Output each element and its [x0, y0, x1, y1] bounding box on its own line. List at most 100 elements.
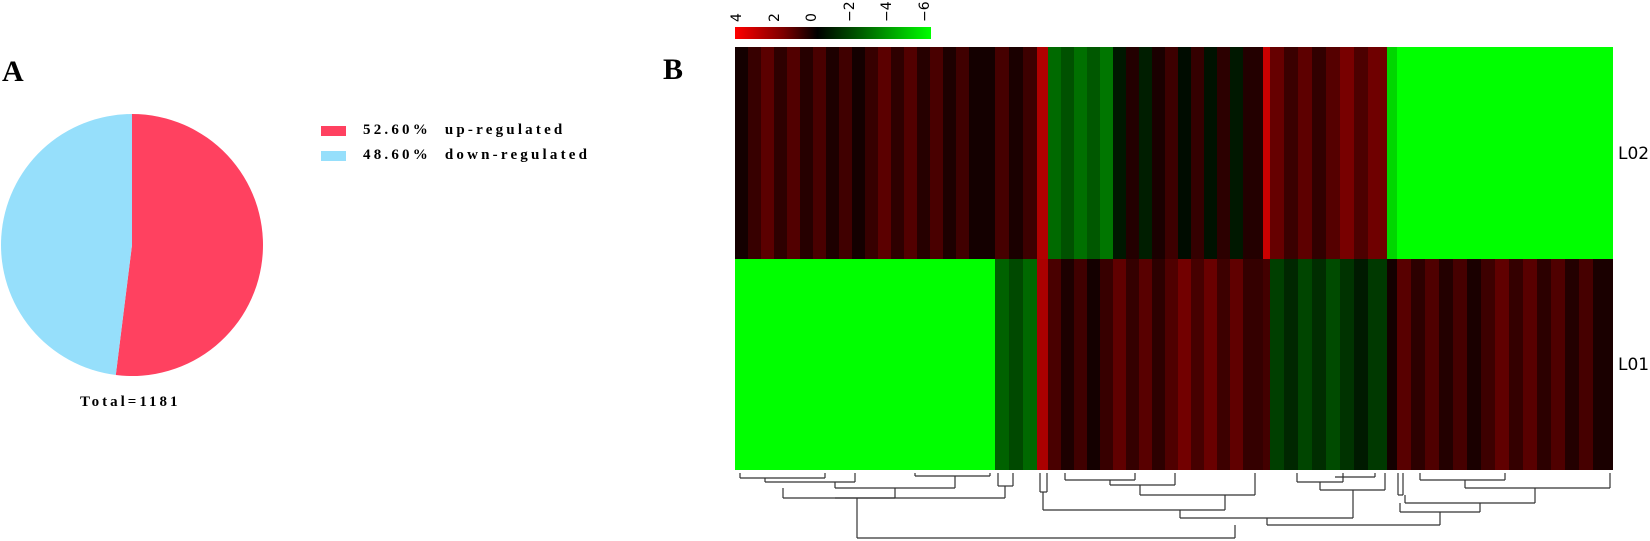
- heatmap-cell: [1425, 259, 1439, 470]
- heatmap-cell: [839, 47, 852, 259]
- heatmap-cell: [1326, 47, 1340, 259]
- heatmap-cell: [1074, 47, 1087, 259]
- heatmap-cell: [1411, 47, 1425, 259]
- heatmap-cell: [1425, 47, 1439, 259]
- heatmap-cell: [1009, 259, 1023, 470]
- colorbar-tick: −2: [841, 1, 858, 22]
- heatmap-cell: [865, 259, 878, 470]
- heatmap-cell: [1009, 47, 1023, 259]
- colorbar-tick: 4: [729, 13, 745, 22]
- heatmap-cell: [1037, 259, 1048, 470]
- heatmap-cell: [1037, 47, 1048, 259]
- heatmap-cell: [839, 259, 852, 470]
- heatmap-cell: [1397, 47, 1411, 259]
- heatmap-cell: [1113, 259, 1126, 470]
- heatmap-cell: [1298, 47, 1312, 259]
- heatmap-cell: [1397, 259, 1411, 470]
- heatmap-cell: [1298, 259, 1312, 470]
- heatmap-cell: [852, 47, 865, 259]
- heatmap-cell: [1074, 259, 1087, 470]
- heatmap-cell: [1537, 259, 1551, 470]
- heatmap-cell: [956, 47, 969, 259]
- heatmap-cell: [1230, 259, 1243, 470]
- heatmap-cell: [878, 47, 891, 259]
- heatmap-cell: [917, 47, 930, 259]
- heatmap-cell: [904, 259, 917, 470]
- colorbar-tick: −4: [879, 1, 896, 22]
- heatmap-cell: [1284, 259, 1298, 470]
- heatmap-cell: [1061, 47, 1074, 259]
- heatmap-cell: [1023, 47, 1037, 259]
- heatmap-cell: [1204, 259, 1217, 470]
- colorbar-tick: −6: [917, 1, 933, 22]
- heatmap-cell: [1217, 47, 1230, 259]
- pie-chart: [1, 114, 264, 376]
- legend-label-up: 52.60% up-regulated: [363, 122, 566, 138]
- heatmap-cell: [1284, 47, 1298, 259]
- heatmap-cell: [1139, 47, 1152, 259]
- heatmap-cell: [1126, 47, 1139, 259]
- heatmap-cell: [1191, 259, 1204, 470]
- heatmap-cell: [1061, 259, 1074, 470]
- heatmap-cell: [1126, 259, 1139, 470]
- heatmap-cell: [1270, 47, 1284, 259]
- heatmap-cell: [995, 259, 1009, 470]
- panel-b-label: B: [663, 53, 684, 86]
- heatmap-cell: [813, 47, 826, 259]
- legend-item-up: 52.60% up-regulated: [321, 118, 590, 143]
- heatmap-cell: [1152, 47, 1165, 259]
- heatmap-cell: [1551, 47, 1565, 259]
- heatmap-cell: [1411, 259, 1425, 470]
- heatmap-cell: [813, 259, 826, 470]
- heatmap-cell: [1230, 47, 1243, 259]
- heatmap-cell: [1204, 47, 1217, 259]
- heatmap-cell: [787, 47, 800, 259]
- panel-a-label: A: [2, 55, 24, 88]
- row-label-l01: L01: [1618, 355, 1650, 375]
- heatmap-cell: [1340, 47, 1354, 259]
- pie-legend: 52.60% up-regulated 48.60% down-regulate…: [321, 118, 590, 168]
- pie-total-label: Total=1181: [80, 394, 181, 410]
- heatmap-cell: [1523, 259, 1537, 470]
- legend-swatch-up: [321, 125, 346, 136]
- colorbar-tick: 0: [804, 13, 821, 22]
- heatmap-cell: [1368, 259, 1387, 470]
- heatmap-cell: [891, 47, 904, 259]
- heatmap-cell: [1354, 47, 1368, 259]
- heatmap-cell: [774, 47, 787, 259]
- heatmap-cell: [1326, 259, 1340, 470]
- heatmap-cell: [1481, 47, 1495, 259]
- legend-swatch-down: [321, 150, 346, 161]
- heatmap-cell: [1537, 47, 1551, 259]
- heatmap-cell: [774, 259, 787, 470]
- heatmap-cell: [1263, 259, 1270, 470]
- heatmap-cell: [1191, 47, 1204, 259]
- heatmap-cell: [1312, 47, 1326, 259]
- heatmap-cell: [1453, 47, 1467, 259]
- heatmap-cell: [748, 259, 761, 470]
- heatmap-cell: [1312, 259, 1326, 470]
- pie-slice-up-regulated: [115, 114, 264, 376]
- heatmap-cell: [1217, 259, 1230, 470]
- heatmap-cell: [969, 259, 995, 470]
- heatmap-cell: [1579, 259, 1593, 470]
- heatmap-cell: [1152, 259, 1165, 470]
- heatmap-cell: [1368, 47, 1387, 259]
- heatmap-row-l01: [735, 259, 1613, 470]
- heatmap-cell: [1023, 259, 1037, 470]
- heatmap-cell: [956, 259, 969, 470]
- heatmap-cell: [1495, 47, 1509, 259]
- heatmap-cell: [1139, 259, 1152, 470]
- heatmap-cell: [878, 259, 891, 470]
- heatmap-cell: [1509, 47, 1523, 259]
- heatmap-colorbar: [735, 27, 931, 39]
- heatmap-cell: [1387, 47, 1397, 259]
- heatmap-cell: [1551, 259, 1565, 470]
- colorbar-tick: 2: [766, 13, 783, 22]
- heatmap-cell: [1340, 259, 1354, 470]
- heatmap-cell: [1467, 47, 1481, 259]
- heatmap-cell: [891, 259, 904, 470]
- heatmap: [735, 47, 1613, 470]
- heatmap-cell: [1048, 259, 1061, 470]
- column-dendrogram: [739, 473, 1611, 539]
